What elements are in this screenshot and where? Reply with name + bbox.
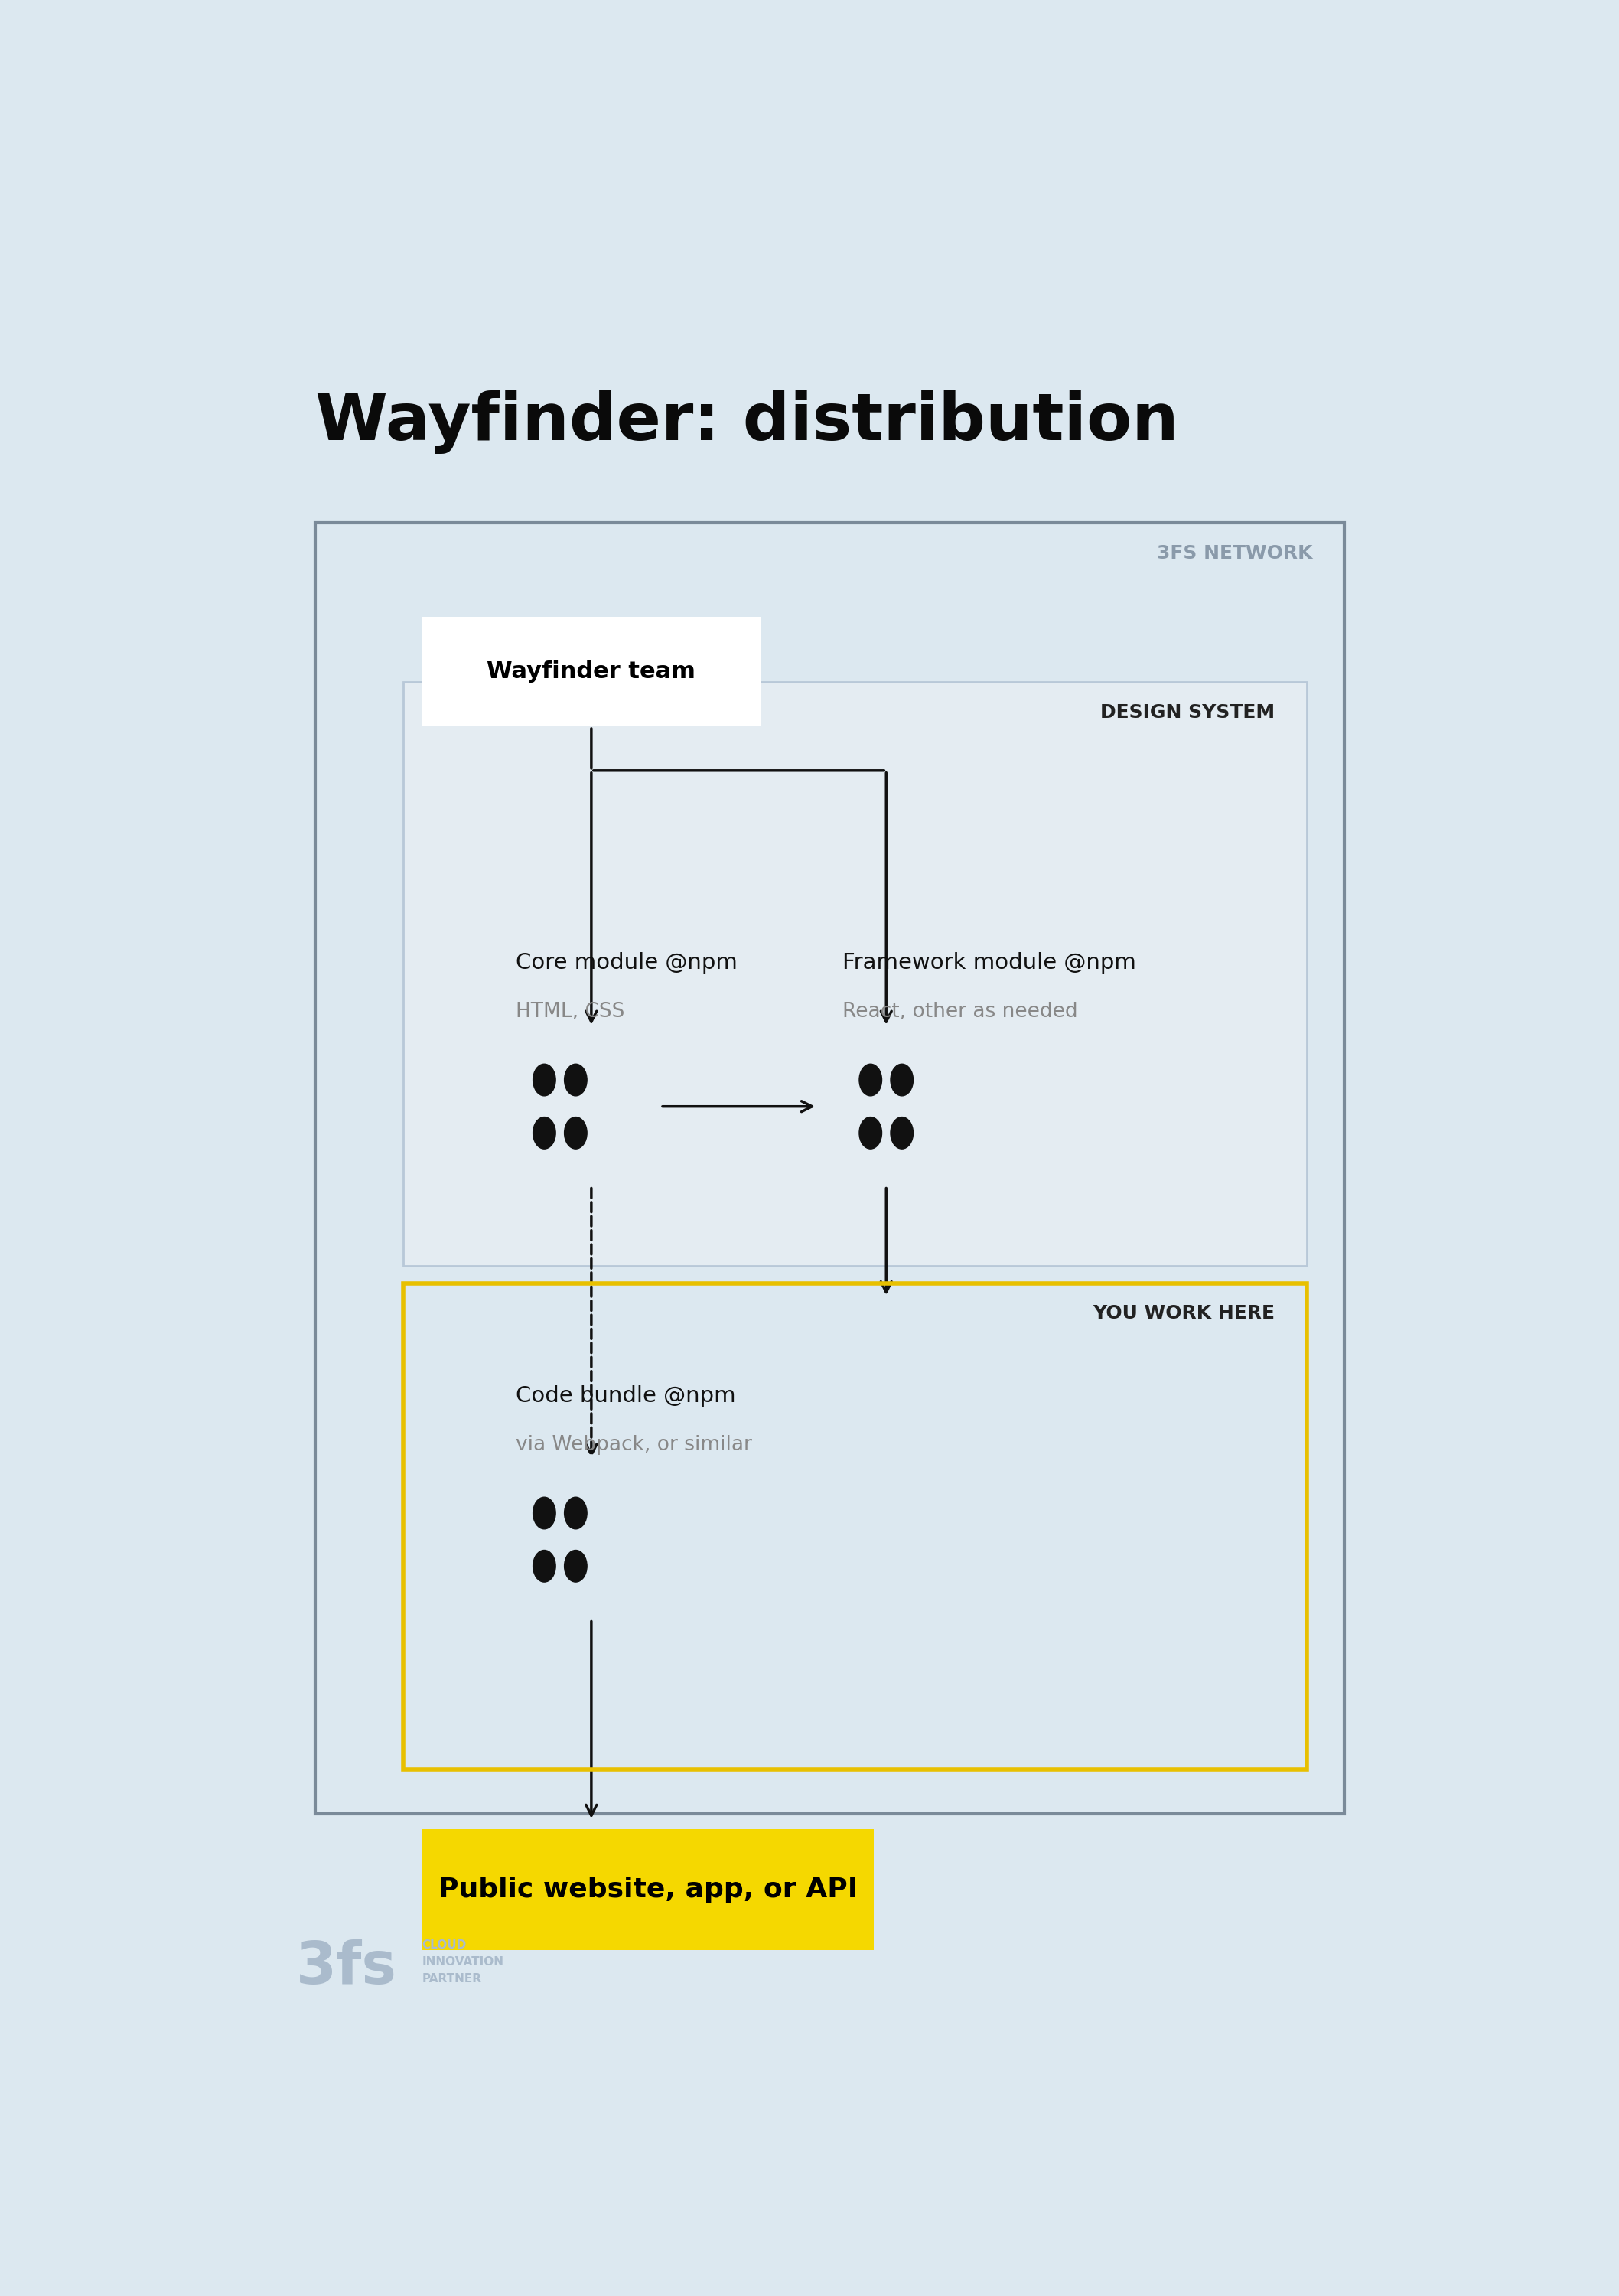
- Text: Framework module @npm: Framework module @npm: [842, 953, 1137, 974]
- Text: Core module @npm: Core module @npm: [516, 953, 738, 974]
- FancyBboxPatch shape: [316, 523, 1344, 1814]
- Text: 3fs: 3fs: [296, 1940, 397, 1995]
- Circle shape: [565, 1063, 588, 1095]
- Text: React, other as needed: React, other as needed: [842, 1001, 1078, 1022]
- Circle shape: [565, 1118, 588, 1148]
- Text: YOU WORK HERE: YOU WORK HERE: [1093, 1304, 1276, 1322]
- Circle shape: [533, 1118, 555, 1148]
- Circle shape: [565, 1497, 588, 1529]
- Circle shape: [860, 1063, 882, 1095]
- Text: CLOUD
INNOVATION
PARTNER: CLOUD INNOVATION PARTNER: [423, 1940, 504, 1984]
- Text: Code bundle @npm: Code bundle @npm: [516, 1384, 737, 1407]
- Circle shape: [890, 1063, 913, 1095]
- Circle shape: [533, 1063, 555, 1095]
- Text: HTML, CSS: HTML, CSS: [516, 1001, 625, 1022]
- FancyBboxPatch shape: [423, 618, 761, 726]
- FancyBboxPatch shape: [403, 682, 1307, 1265]
- FancyBboxPatch shape: [423, 1830, 874, 1949]
- Text: Wayfinder team: Wayfinder team: [487, 661, 696, 682]
- Circle shape: [533, 1550, 555, 1582]
- Circle shape: [860, 1118, 882, 1148]
- Circle shape: [565, 1550, 588, 1582]
- Text: Wayfinder: distribution: Wayfinder: distribution: [316, 390, 1179, 455]
- Text: DESIGN SYSTEM: DESIGN SYSTEM: [1101, 703, 1276, 721]
- Circle shape: [533, 1497, 555, 1529]
- Text: Public website, app, or API: Public website, app, or API: [439, 1876, 858, 1903]
- Text: via Webpack, or similar: via Webpack, or similar: [516, 1435, 753, 1456]
- Circle shape: [890, 1118, 913, 1148]
- Text: 3FS NETWORK: 3FS NETWORK: [1158, 544, 1313, 563]
